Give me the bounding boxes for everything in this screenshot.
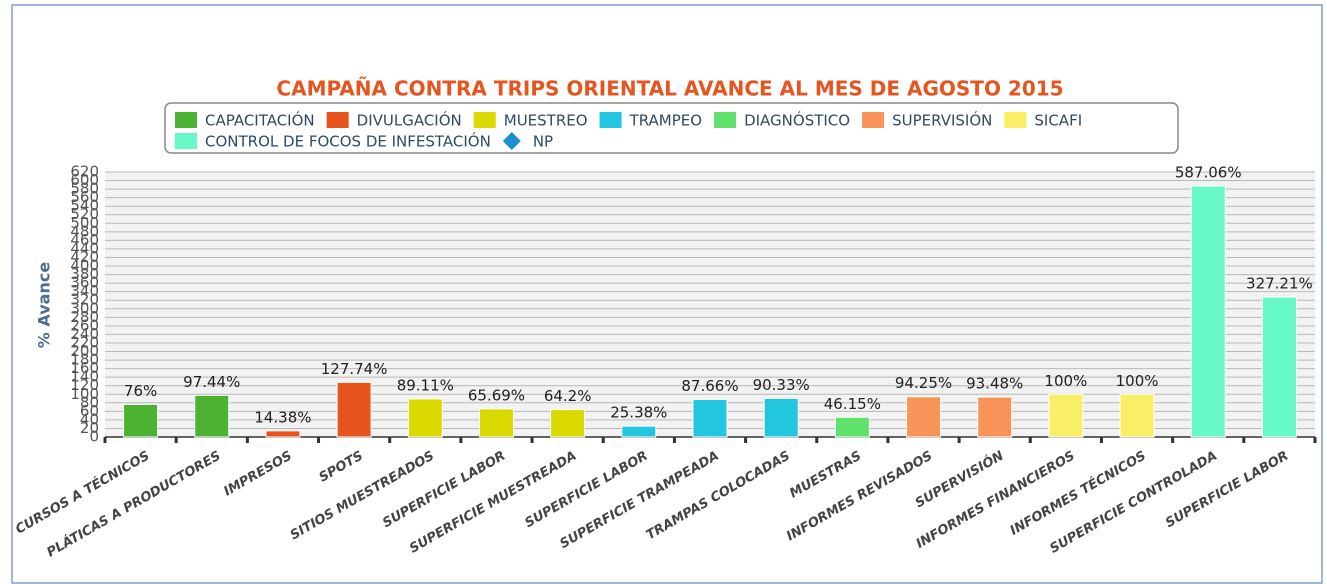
bar <box>834 416 870 438</box>
bar <box>550 409 586 438</box>
y-tick-label: 620 <box>70 163 99 181</box>
y-tick-label: 100 <box>70 385 99 403</box>
y-axis-label: % Avance <box>35 262 54 349</box>
bar <box>763 397 799 438</box>
y-tick-label: 320 <box>70 291 99 309</box>
legend-swatch <box>473 112 496 128</box>
data-label: 327.21% <box>1246 275 1313 293</box>
data-label: 90.33% <box>753 376 810 394</box>
bar <box>123 404 159 438</box>
legend-label: SUPERVISIÓN <box>892 111 992 130</box>
legend-box <box>164 102 1179 154</box>
bar <box>1190 185 1226 438</box>
data-label: 587.06% <box>1175 164 1242 182</box>
x-tick-label: CURSOS A TÉCNICOS <box>13 448 153 538</box>
y-tick-label: 180 <box>70 351 99 369</box>
y-tick-label: 360 <box>70 274 99 292</box>
y-tick-label: 520 <box>70 205 99 223</box>
legend-label: NP <box>533 133 553 151</box>
legend-label: MUESTREO <box>504 112 588 130</box>
data-label: 89.11% <box>397 376 454 394</box>
bar <box>194 394 230 438</box>
y-tick-label: 260 <box>70 316 99 334</box>
data-label: 87.66% <box>681 377 738 395</box>
y-tick-label: 0 <box>89 428 99 446</box>
y-tick-label: 280 <box>70 308 99 326</box>
y-tick-label: 500 <box>70 214 99 232</box>
data-label: 25.38% <box>610 404 667 422</box>
y-tick-label: 440 <box>70 239 99 257</box>
legend-label: CAPACITACIÓN <box>205 111 315 130</box>
legend-swatch <box>1004 112 1027 128</box>
y-tick-label: 460 <box>70 231 99 249</box>
frame <box>11 4 1323 584</box>
data-label: 65.69% <box>468 386 525 404</box>
data-label: 93.48% <box>966 375 1023 393</box>
legend-label: DIAGNÓSTICO <box>744 111 850 130</box>
y-tick-label: 380 <box>70 265 99 283</box>
x-tick-label: SUPERFICIE LABOR <box>523 449 651 532</box>
plot-background <box>105 172 1315 437</box>
data-label: 100% <box>1116 372 1159 390</box>
legend-swatch <box>599 112 622 128</box>
legend-marker <box>502 132 521 150</box>
bar <box>621 425 657 438</box>
y-tick-label: 340 <box>70 282 99 300</box>
legend-label: TRAMPEO <box>629 112 703 130</box>
legend-swatch <box>862 112 885 128</box>
bar <box>906 396 942 438</box>
data-label: 76% <box>124 382 157 400</box>
bar <box>407 398 443 438</box>
y-tick-label: 300 <box>70 299 99 317</box>
data-label: 64.2% <box>544 387 592 405</box>
y-tick-label: 120 <box>70 376 99 394</box>
y-tick-label: 240 <box>70 325 99 343</box>
y-tick-label: 40 <box>80 410 99 428</box>
bar <box>977 396 1013 438</box>
y-tick-label: 600 <box>70 171 99 189</box>
x-tick-label: SUPERFICIE LABOR <box>380 449 508 532</box>
bar <box>1261 296 1297 438</box>
data-label: 127.74% <box>321 360 388 378</box>
bar <box>1119 393 1155 438</box>
y-tick-label: 220 <box>70 333 99 351</box>
y-tick-label: 140 <box>70 368 99 386</box>
y-tick-label: 420 <box>70 248 99 266</box>
bar <box>1048 393 1084 438</box>
x-tick-label: INFORMES TÉCNICOS <box>1007 448 1149 539</box>
bar <box>336 381 372 438</box>
x-tick-label: IMPRESOS <box>221 449 294 500</box>
data-label: 100% <box>1044 372 1087 390</box>
legend-swatch <box>175 112 197 128</box>
bar <box>692 399 728 438</box>
legend-swatch <box>714 112 737 128</box>
legend-label: SICAFI <box>1034 112 1082 130</box>
y-tick-label: 480 <box>70 222 99 240</box>
bar <box>478 408 514 438</box>
y-tick-label: 540 <box>70 197 99 215</box>
y-tick-label: 560 <box>70 188 99 206</box>
legend-label: DIVULGACIÓN <box>357 111 462 130</box>
data-label: 94.25% <box>895 374 952 392</box>
legend-swatch <box>175 133 197 149</box>
y-tick-label: 200 <box>70 342 99 360</box>
data-label: 14.38% <box>254 408 311 426</box>
y-tick-label: 580 <box>70 180 99 198</box>
y-tick-label: 80 <box>80 393 99 411</box>
y-tick-label: 160 <box>70 359 99 377</box>
legend-label: CONTROL DE FOCOS DE INFESTACIÓN <box>205 132 491 151</box>
bar <box>265 430 301 438</box>
data-label: 97.44% <box>183 373 240 391</box>
x-tick-label: SUPERFICIE LABOR <box>1163 449 1291 532</box>
y-tick-label: 400 <box>70 257 99 275</box>
data-label: 46.15% <box>824 395 881 413</box>
y-tick-label: 60 <box>80 402 99 420</box>
y-tick-label: 20 <box>80 419 99 437</box>
chart-title: CAMPAÑA CONTRA TRIPS ORIENTAL AVANCE AL … <box>276 77 1063 101</box>
legend-swatch <box>326 112 349 128</box>
x-tick-label: SPOTS <box>317 449 366 486</box>
